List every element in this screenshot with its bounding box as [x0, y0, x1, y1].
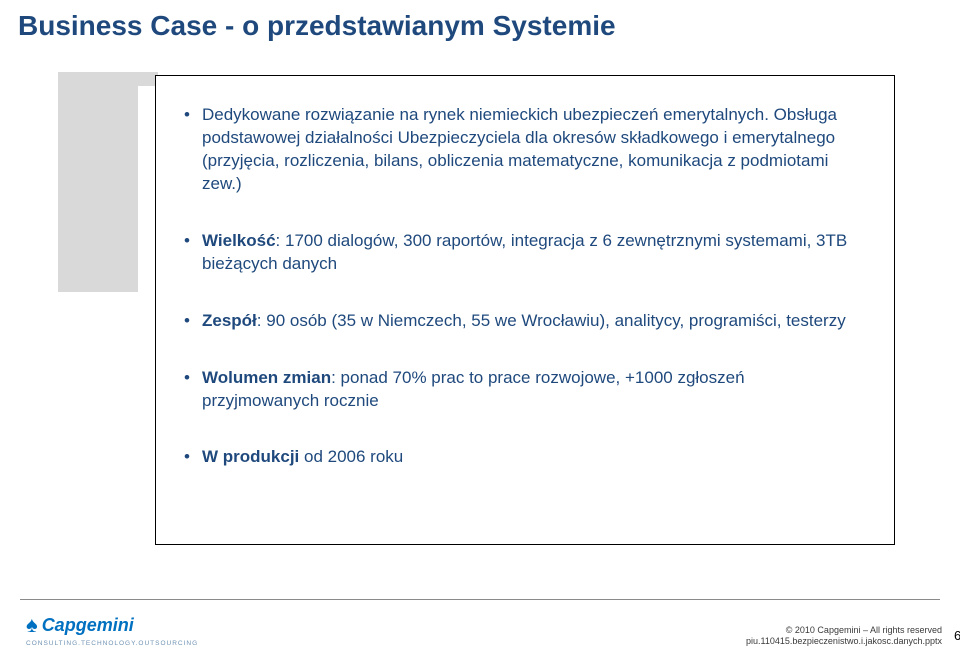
list-item: Wielkość: 1700 dialogów, 300 raportów, i… [184, 230, 866, 276]
logo-text: Capgemini [42, 615, 134, 636]
bullet-text: : 90 osób (35 w Niemczech, 55 we Wrocław… [257, 311, 846, 330]
bullet-bold: W produkcji [202, 447, 299, 466]
list-item: W produkcji od 2006 roku [184, 446, 866, 469]
bullet-text: Dedykowane rozwiązanie na rynek niemieck… [202, 105, 837, 193]
footer: ♠ Capgemini CONSULTING.TECHNOLOGY.OUTSOU… [0, 589, 960, 659]
logo-row: ♠ Capgemini [26, 612, 134, 638]
bullet-text: : 1700 dialogów, 300 raportów, integracj… [202, 231, 847, 273]
list-item: Zespół: 90 osób (35 w Niemczech, 55 we W… [184, 310, 866, 333]
spade-icon: ♠ [26, 612, 38, 638]
page-title: Business Case - o przedstawianym Systemi… [18, 10, 616, 42]
content-box: Dedykowane rozwiązanie na rynek niemieck… [155, 75, 895, 545]
list-item: Dedykowane rozwiązanie na rynek niemieck… [184, 104, 866, 196]
bullet-list: Dedykowane rozwiązanie na rynek niemieck… [184, 104, 866, 469]
page-number: 6 [954, 628, 960, 643]
bullet-bold: Wolumen zmian [202, 368, 331, 387]
footer-line1: © 2010 Capgemini – All rights reserved [746, 625, 942, 636]
footer-right: © 2010 Capgemini – All rights reserved p… [746, 625, 942, 648]
logo: ♠ Capgemini CONSULTING.TECHNOLOGY.OUTSOU… [26, 612, 198, 647]
gray-bar-horizontal [58, 72, 158, 86]
logo-sub: CONSULTING.TECHNOLOGY.OUTSOURCING [26, 640, 198, 647]
list-item: Wolumen zmian: ponad 70% prac to prace r… [184, 367, 866, 413]
footer-line2: piu.110415.bezpieczenistwo.i.jakosc.dany… [746, 636, 942, 647]
footer-rule [20, 599, 940, 600]
bullet-bold: Wielkość [202, 231, 276, 250]
bullet-text: od 2006 roku [299, 447, 403, 466]
gray-bar-vertical [58, 82, 138, 292]
slide: Business Case - o przedstawianym Systemi… [0, 0, 960, 659]
bullet-bold: Zespół [202, 311, 257, 330]
